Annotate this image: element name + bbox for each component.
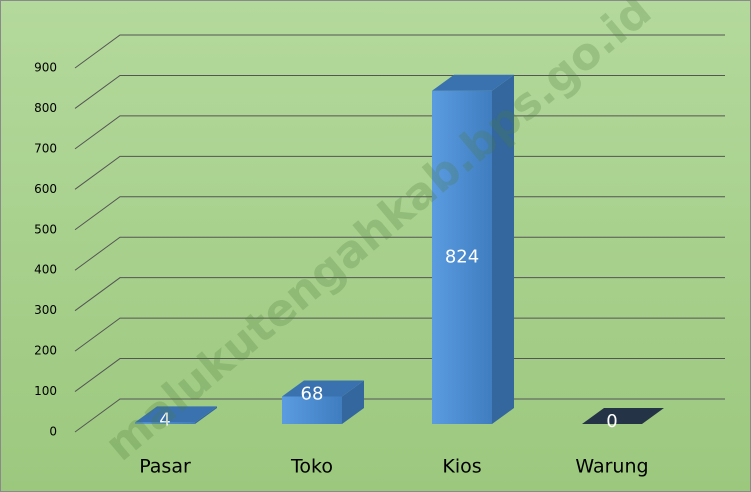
y-tick-label: 100 (34, 384, 57, 398)
grid-line (74, 74, 725, 109)
data-label: 0 (606, 411, 617, 432)
bar-top (135, 406, 217, 423)
x-tick-label: Pasar (139, 456, 191, 478)
y-tick-label: 0 (49, 425, 57, 439)
data-label: 4 (159, 409, 170, 430)
y-tick-label: 400 (34, 263, 57, 277)
grid-line (74, 277, 725, 312)
y-tick-label: 900 (34, 61, 57, 75)
grid-line (74, 398, 725, 433)
grid-line (74, 196, 725, 231)
bar (135, 422, 195, 424)
grid-line (74, 236, 725, 271)
x-tick-label: Kios (442, 456, 481, 478)
y-tick-label: 800 (34, 101, 57, 115)
x-tick-label: Warung (575, 456, 648, 478)
grid-line (74, 317, 725, 352)
y-tick-label: 200 (34, 344, 57, 358)
data-label: 824 (445, 246, 479, 267)
bar (432, 90, 492, 424)
bar (282, 396, 342, 424)
data-label: 68 (301, 383, 324, 404)
bar-top (582, 408, 664, 424)
x-tick-label: Toko (290, 456, 333, 478)
grid-line (74, 358, 725, 392)
bar-top (282, 380, 364, 397)
bar-top (432, 74, 514, 91)
bar-side (195, 406, 217, 424)
y-tick-label: 600 (34, 182, 57, 196)
grid-line (74, 115, 725, 150)
bar-side (342, 380, 364, 424)
y-tick-label: 700 (34, 141, 57, 155)
grid-line (74, 34, 725, 69)
y-tick-label: 300 (34, 303, 57, 317)
bar-side (492, 74, 514, 424)
grid-line (74, 155, 725, 190)
y-tick-label: 500 (34, 222, 57, 236)
